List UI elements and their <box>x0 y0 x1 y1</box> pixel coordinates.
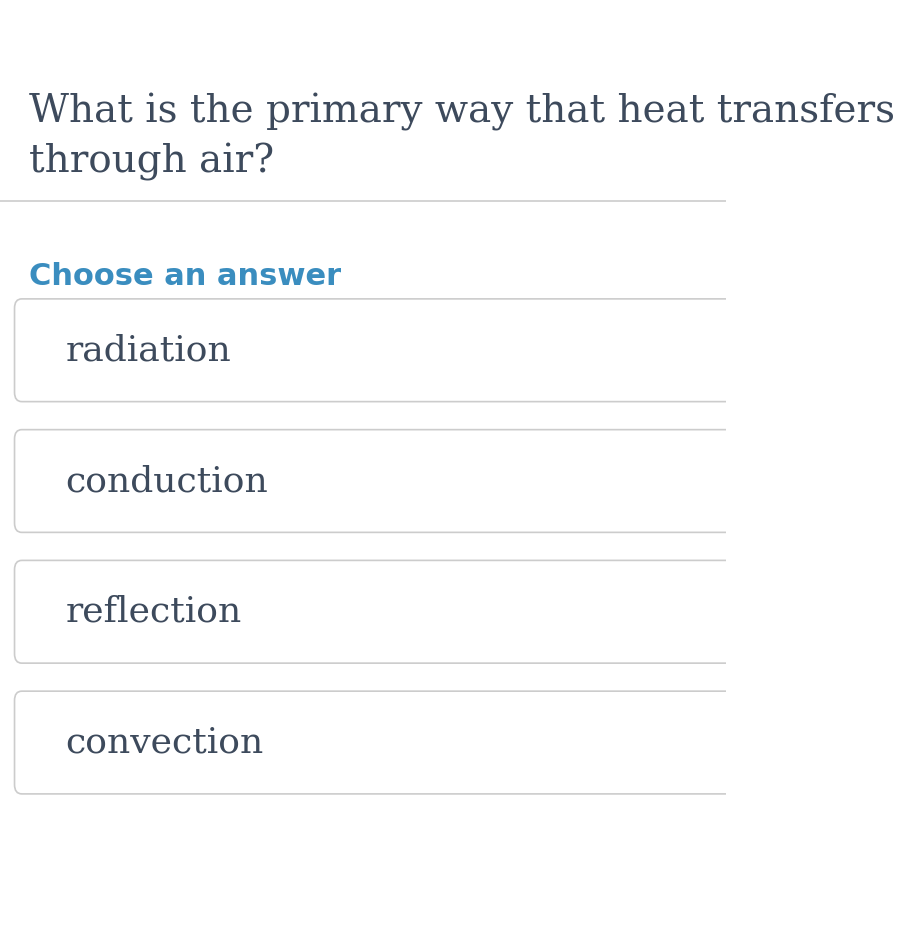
FancyBboxPatch shape <box>15 560 733 663</box>
Text: conduction: conduction <box>66 464 268 498</box>
Text: What is the primary way that heat transfers
through air?: What is the primary way that heat transf… <box>29 93 895 181</box>
Text: radiation: radiation <box>66 333 231 367</box>
Text: convection: convection <box>66 726 264 759</box>
Text: reflection: reflection <box>66 595 242 629</box>
Text: Choose an answer: Choose an answer <box>29 262 341 290</box>
FancyBboxPatch shape <box>15 430 733 532</box>
FancyBboxPatch shape <box>15 299 733 402</box>
FancyBboxPatch shape <box>15 691 733 794</box>
